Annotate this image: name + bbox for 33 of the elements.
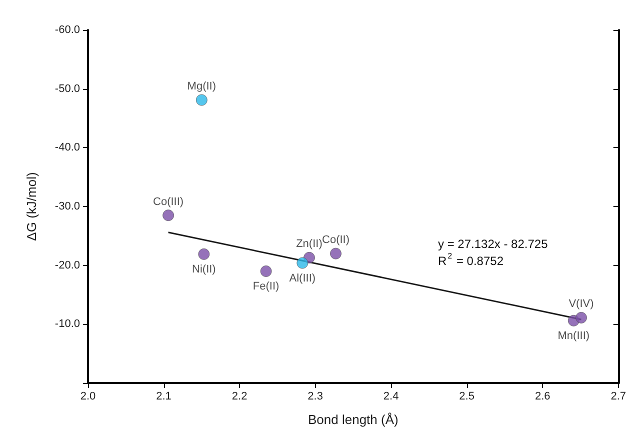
annotation: V(IV)	[568, 298, 594, 310]
y-axis-title: ΔG (kJ/mol)	[24, 172, 39, 241]
x-tick-label: 2.0	[80, 390, 96, 402]
x-tick-label: 2.2	[232, 390, 248, 402]
annotation: Fe(II)	[252, 280, 280, 293]
annotation: Zn(II)	[296, 238, 322, 250]
annotation: Co(III)	[153, 196, 184, 208]
y-tick-label: -10.0	[54, 318, 80, 330]
y-tick-label: -40.0	[54, 142, 80, 154]
y-tick-label: -20.0	[54, 259, 80, 272]
point	[196, 94, 208, 106]
point	[330, 248, 342, 260]
annotation: Ni(II)	[192, 264, 216, 276]
y-tick-label: -50.0	[54, 82, 80, 95]
point	[198, 248, 210, 260]
annotation: y = 27.132x - 82.725	[438, 237, 548, 251]
x-tick-label: 2.7	[610, 390, 626, 402]
annotation: Mg(II)	[187, 80, 216, 93]
point	[296, 257, 308, 269]
annotation: Al(III)	[289, 272, 316, 284]
x-tick-label: 2.4	[383, 390, 399, 402]
annotation: Mn(III)	[558, 330, 590, 342]
y-tick-label: -60.0	[54, 24, 80, 36]
x-tick-label: 2.1	[156, 390, 172, 402]
point	[162, 210, 174, 222]
annotation: Co(II)	[322, 234, 350, 246]
x-tick-label: 2.5	[459, 390, 474, 402]
point	[260, 265, 272, 277]
y-tick-label: -30.0	[54, 200, 80, 212]
x-axis-title: Bond length (Å)	[308, 412, 398, 427]
x-tick-label: 2.6	[534, 390, 550, 402]
x-tick-label: 2.3	[308, 390, 323, 402]
point	[575, 312, 587, 324]
